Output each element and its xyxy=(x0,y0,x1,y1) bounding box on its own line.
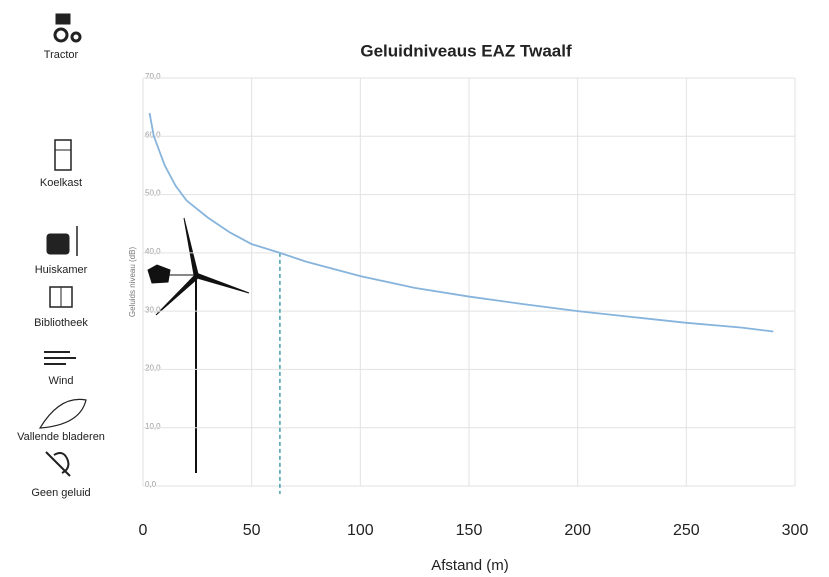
x-tick-label: 200 xyxy=(564,522,591,539)
y-tick-label: 0,0 xyxy=(145,480,157,489)
chart-title: Geluidniveaus EAZ Twaalf xyxy=(360,41,572,60)
turbine-blade xyxy=(195,272,250,294)
leaf-icon xyxy=(38,398,87,429)
no-sound-slash xyxy=(45,451,71,477)
side-label: Geen geluid xyxy=(31,487,90,499)
x-tick-label: 0 xyxy=(139,522,148,539)
turbine-blade xyxy=(155,274,198,316)
turbine-blade xyxy=(183,217,199,276)
tractor-icon xyxy=(55,13,71,25)
side-label: Wind xyxy=(48,375,73,387)
y-tick-label: 30,0 xyxy=(145,305,161,314)
side-label: Huiskamer xyxy=(35,264,88,276)
y-tick-label: 50,0 xyxy=(145,189,161,198)
x-tick-label: 50 xyxy=(243,522,261,539)
y-tick-label: 70,0 xyxy=(145,72,161,81)
y-tick-label: 20,0 xyxy=(145,364,161,373)
wind-turbine xyxy=(147,217,250,473)
wind-icon xyxy=(44,351,76,365)
line-series xyxy=(148,112,774,333)
side-label: Koelkast xyxy=(40,177,82,189)
chair-icon xyxy=(46,233,70,255)
y-tick-label: 40,0 xyxy=(145,247,161,256)
x-tick-label: 100 xyxy=(347,522,374,539)
x-tick-label: 250 xyxy=(673,522,700,539)
side-label: Vallende bladeren xyxy=(17,431,105,443)
y-axis-label: Geluids niveau (dB) xyxy=(128,247,137,318)
x-axis-label: Afstand (m) xyxy=(431,557,509,574)
x-tick-label: 300 xyxy=(782,522,809,539)
tractor-wheel xyxy=(53,27,69,43)
x-tick-label: 150 xyxy=(456,522,483,539)
icons xyxy=(38,13,87,477)
turbine-nacelle xyxy=(147,264,171,284)
fridge-icon xyxy=(54,139,72,171)
y-tick-label: 10,0 xyxy=(145,422,161,431)
ear-icon xyxy=(53,452,70,474)
tractor-wheel xyxy=(70,31,82,43)
side-label: Tractor xyxy=(44,49,79,61)
side-label: Bibliotheek xyxy=(34,317,88,329)
